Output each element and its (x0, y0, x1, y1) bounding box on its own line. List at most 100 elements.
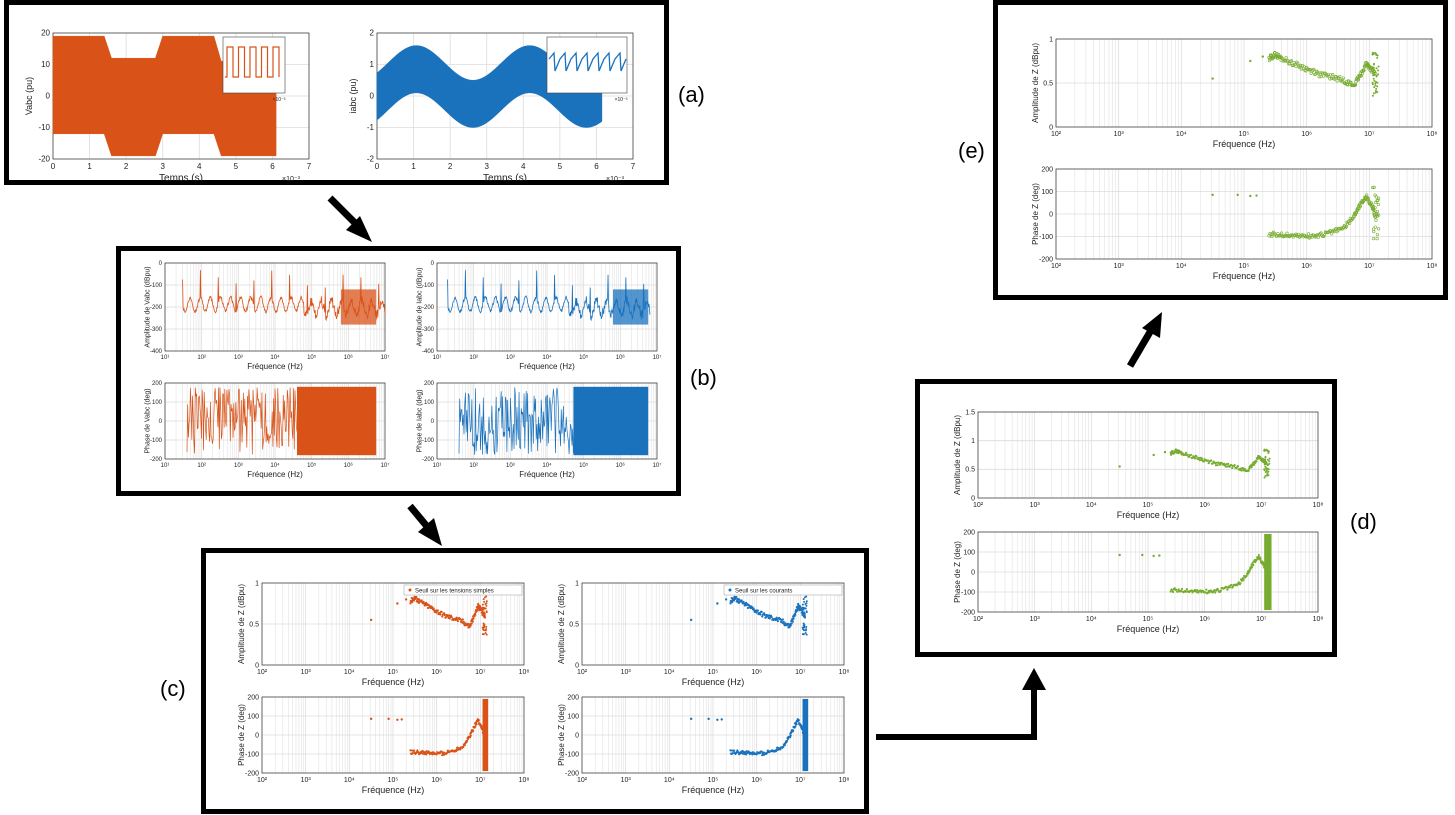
y-tick-label: 0 (575, 732, 579, 739)
data-point (1306, 232, 1311, 236)
x-tick-label: 10⁴ (664, 777, 675, 784)
data-point (779, 748, 782, 751)
x-tick-label: 10³ (506, 355, 515, 361)
x-tick-label: 10⁴ (1086, 616, 1097, 623)
data-point (1211, 77, 1214, 80)
x-axis-label: Fréquence (Hz) (1117, 510, 1180, 520)
data-point (1263, 469, 1266, 472)
x-tick-label: 10¹ (161, 355, 170, 361)
data-point (456, 748, 459, 751)
x-tick-label: 1 (87, 162, 92, 171)
dense-phase (573, 386, 649, 456)
data-point (482, 598, 485, 601)
x-tick-label: 10⁸ (1313, 502, 1324, 509)
x-tick-label: 10³ (301, 669, 312, 676)
data-point (409, 749, 412, 752)
data-point (751, 753, 754, 756)
phase-spectrum (458, 387, 574, 455)
dense-cluster (802, 698, 809, 772)
x-tick-label: 10⁴ (270, 354, 280, 361)
y-tick-label: 1 (1049, 36, 1053, 43)
x-tick-label: 10⁴ (542, 462, 552, 469)
x-axis-label: Fréquence (Hz) (247, 362, 303, 371)
data-point (1339, 227, 1343, 231)
data-point (1280, 231, 1284, 235)
axes-frame (164, 262, 386, 352)
x-tick-label: 10⁷ (653, 354, 662, 361)
data-point (1374, 84, 1377, 87)
arrow-b-to-c (407, 503, 442, 546)
data-point (444, 615, 448, 619)
data-point (1375, 232, 1380, 237)
data-point (1241, 577, 1245, 580)
data-point (1372, 74, 1375, 77)
data-point (465, 739, 469, 742)
data-point (1373, 74, 1376, 77)
data-point (1312, 67, 1316, 71)
x-tick-label: 10⁶ (751, 669, 762, 676)
data-point (1376, 196, 1381, 200)
data-point (1328, 77, 1332, 81)
grid (261, 696, 524, 774)
y-tick-label: -200 (150, 457, 163, 463)
data-point (1371, 186, 1375, 190)
x-tick-label: 10³ (621, 669, 632, 676)
chart-d-phase: 10² 10³ 10⁴ 10⁵ 10⁶ 10⁷ 10⁸ 200 100 0 -100 -200 Fréq… (953, 529, 1324, 634)
data-point (1372, 211, 1376, 215)
data-point (443, 612, 446, 615)
data-point (792, 729, 795, 732)
data-point (1376, 227, 1381, 231)
data-point (481, 608, 484, 611)
data-point (485, 633, 488, 636)
data-point (1267, 59, 1272, 63)
data-point (1257, 553, 1261, 557)
data-point (1266, 449, 1269, 452)
y-tick-label: -200 (565, 770, 579, 777)
data-point (1236, 193, 1239, 197)
data-point (1152, 453, 1155, 457)
data-point (470, 622, 473, 625)
data-point (1353, 83, 1358, 87)
y-tick-label: 0 (971, 569, 975, 576)
data-point (805, 633, 808, 636)
arrow-a-to-b (327, 195, 372, 242)
data-point (805, 602, 808, 605)
data-point (1338, 74, 1342, 79)
data-point (1303, 68, 1307, 72)
axes-frame (436, 382, 658, 460)
data-point (776, 620, 779, 623)
data-point (485, 604, 488, 607)
legend-label: Seuil sur les courants (735, 589, 792, 595)
data-point (801, 633, 804, 636)
y-tick-label: 200 (1041, 166, 1053, 173)
data-point (1372, 92, 1375, 95)
data-point (1184, 451, 1188, 454)
data-point (1226, 465, 1229, 468)
x-tick-label: 5 (234, 162, 239, 171)
data-point (746, 606, 750, 610)
x-tick-label: 10⁸ (839, 777, 850, 784)
axes-frame (261, 696, 525, 774)
x-tick-label: 10⁶ (431, 777, 442, 784)
y-tick-label: 200 (152, 381, 163, 387)
data-point (463, 743, 466, 747)
data-point (1322, 233, 1327, 237)
data-point (396, 718, 399, 721)
data-point (1213, 589, 1216, 592)
data-point (1374, 91, 1377, 94)
data-point (435, 611, 438, 614)
data-point (1372, 53, 1375, 56)
data-point (1375, 74, 1378, 77)
y-tick-label: -100 (245, 751, 259, 758)
y-tick-label: -200 (1039, 256, 1053, 263)
data-point (1317, 75, 1321, 79)
x-tick-label: 10⁸ (519, 777, 530, 784)
data-point (1349, 80, 1353, 84)
data-point (1372, 62, 1375, 65)
data-point (1236, 465, 1239, 468)
x-tick-label: 6 (594, 162, 599, 171)
y-axis-label: Phase de Z (deg) (237, 704, 246, 766)
data-point (1335, 79, 1339, 83)
data-point (761, 754, 764, 757)
data-point (729, 749, 732, 752)
